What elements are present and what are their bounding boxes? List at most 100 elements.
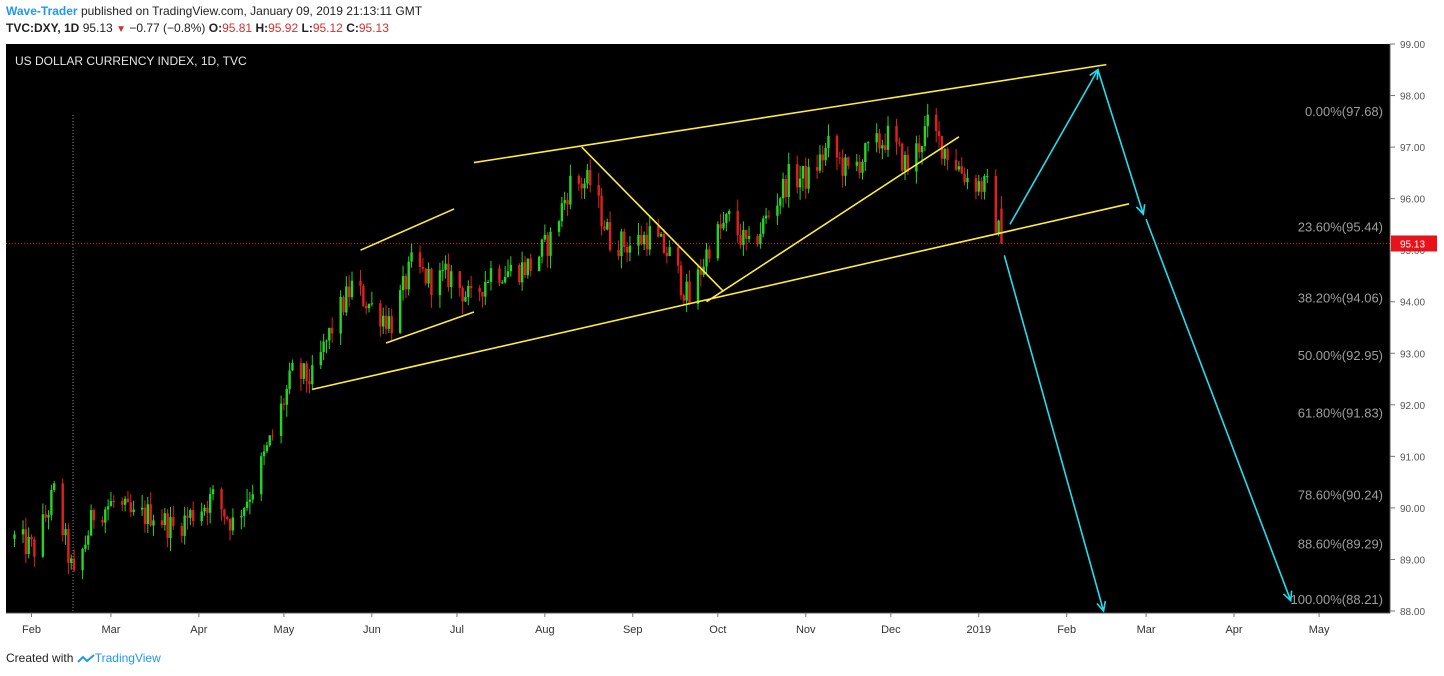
candle-body [781,179,785,199]
time-axis[interactable] [6,613,1440,639]
candle-body [900,143,904,171]
low-value: 95.12 [312,21,343,35]
candle-body [89,510,93,536]
last-price-tag: 95.13 [1391,235,1437,252]
candle-body [779,198,782,206]
fib-labels: 0.00%(97.68) 23.60%(95.44) 38.20%(94.06) 50… [1290,104,1383,607]
candle-body [240,515,243,518]
price-change: −0.77 (−0.8%) [129,21,206,35]
candle-body [708,249,711,259]
plot-area[interactable] [6,44,1390,613]
candle-body [140,507,144,510]
candle-body [759,233,762,245]
candle-body [169,517,172,539]
candle-body [898,142,901,144]
candle-body [705,249,708,267]
candle-body [776,205,779,216]
candle-body [875,133,878,143]
candle-body [589,170,592,186]
time-tick-label: Jul [450,624,464,636]
candle-body [21,529,25,535]
trend-line[interactable] [706,136,960,303]
candle-body [838,157,842,159]
candle-body [801,165,805,179]
candle-body [807,167,810,189]
candle-body [935,114,938,132]
candle-body [180,525,184,536]
fib-level-label: 78.60%(90.24) [1298,488,1383,503]
candle-body [540,239,544,257]
candle-body [450,271,453,288]
tradingview-logo-icon[interactable] [77,651,95,665]
candle-body [41,514,45,557]
trend-line[interactable] [360,208,455,251]
candle-body [682,295,686,301]
price-tick-label: 89.00 [1400,555,1425,566]
candle-body [441,269,444,271]
candle-body [248,499,252,502]
candle-body [827,135,830,148]
candle-body [986,175,989,177]
trend-line[interactable] [581,146,725,292]
projection-arrow[interactable] [1009,69,1099,225]
time-tick-label: Feb [1057,624,1076,636]
candle-body [685,281,688,301]
ohlc-line: TVC:DXY, 1D 95.13 ▼ −0.77 (−0.8%) O:95.8… [6,21,389,35]
tradingview-link[interactable]: TradingView [94,651,161,665]
candle-body [30,536,33,540]
time-tick-label: Mar [1137,624,1156,636]
candle-body [798,178,802,188]
candle-body [861,161,864,173]
candle-body [818,154,822,171]
candle-body [379,303,382,327]
projection-arrow[interactable] [1097,69,1145,215]
candle-body [980,181,983,192]
candle-body [322,341,325,353]
candle-body [628,245,632,253]
candle-body [33,539,36,557]
trend-line[interactable] [385,311,475,344]
candle-body [716,224,720,259]
candle-body [104,509,107,523]
candle-body [342,297,345,313]
fib-level-label: 100.00%(88.21) [1290,592,1383,607]
candle-body [404,276,408,290]
candle-body [87,535,90,545]
trend-line[interactable] [473,63,1107,164]
candle-body [427,268,430,284]
author-name[interactable]: Wave-Trader [6,4,78,18]
candle-body [523,262,527,276]
projection-arrow[interactable] [1145,218,1292,601]
candle-body [53,483,56,491]
candle-body [262,451,266,457]
projection-arrow[interactable] [1003,255,1105,612]
candle-body [963,173,966,183]
trend-line[interactable] [312,203,1130,391]
candle-body [410,252,413,262]
candle-body [302,363,305,379]
candle-body [957,166,961,170]
candle-body [152,520,155,526]
time-tick-label: Sep [623,624,643,636]
price-axis[interactable] [1390,44,1440,613]
candle-body [311,365,314,385]
candle-body [509,264,513,272]
candle-body [447,263,450,288]
candles [13,103,1003,580]
time-tick-label: Apr [1225,624,1242,636]
candle-body [166,513,169,539]
price-tick-label: 96.00 [1400,195,1425,206]
time-tick-label: May [274,624,295,636]
time-tick-label: May [1309,624,1330,636]
candle-body [384,315,388,329]
candle-body [620,231,623,257]
price-tick-label: 93.00 [1400,349,1425,360]
candle-body [163,513,167,526]
candle-body [61,483,64,536]
candle-body [438,270,442,296]
candle-body [279,403,283,436]
open-label: O: [208,21,223,35]
candle-body [824,147,827,161]
candle-body [265,445,269,452]
